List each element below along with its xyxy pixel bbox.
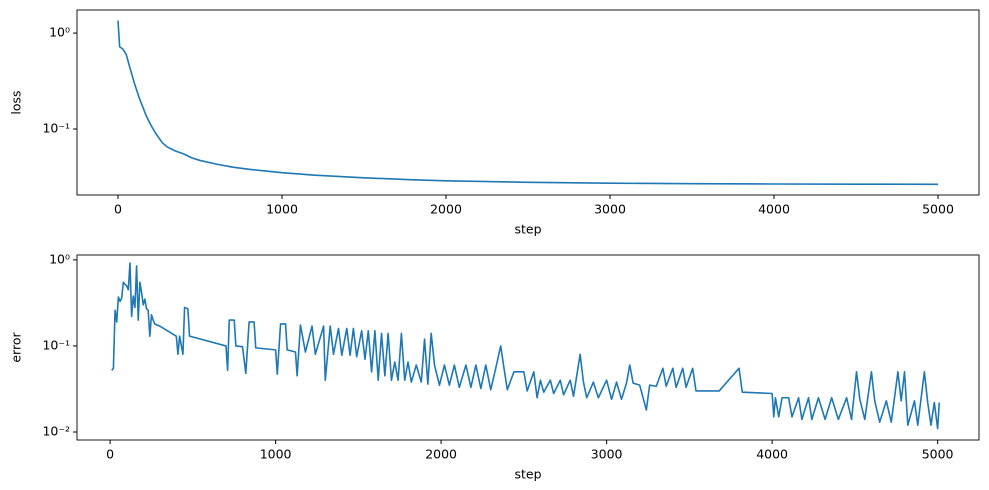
x-tick-label: 2000 [430, 202, 462, 217]
x-tick-label: 0 [106, 447, 114, 462]
x-tick-label: 2000 [425, 447, 457, 462]
x-tick-label: 4000 [758, 202, 790, 217]
data-line [117, 20, 939, 186]
x-tick-label: 3000 [594, 202, 626, 217]
y-tick-label: 10⁰ [49, 251, 70, 266]
x-tick-label: 5000 [922, 447, 954, 462]
y-axis-label: error [9, 332, 24, 363]
data-line [111, 262, 941, 430]
axes-frame [76, 9, 980, 196]
x-axis-label: step [514, 467, 541, 482]
x-tick-label: 1000 [266, 202, 298, 217]
y-axis-label: loss [9, 90, 24, 114]
x-tick-label: 0 [114, 202, 122, 217]
y-tick-label: 10⁻² [42, 423, 70, 438]
y-tick-label: 10⁻¹ [42, 337, 70, 352]
x-tick-label: 4000 [756, 447, 788, 462]
axes-frame [76, 254, 980, 441]
y-tick-label: 10⁰ [49, 25, 70, 40]
y-tick-label: 10⁻¹ [42, 120, 70, 135]
x-tick-label: 5000 [922, 202, 954, 217]
x-axis-label: step [514, 222, 541, 237]
x-tick-label: 3000 [591, 447, 623, 462]
x-tick-label: 1000 [260, 447, 292, 462]
